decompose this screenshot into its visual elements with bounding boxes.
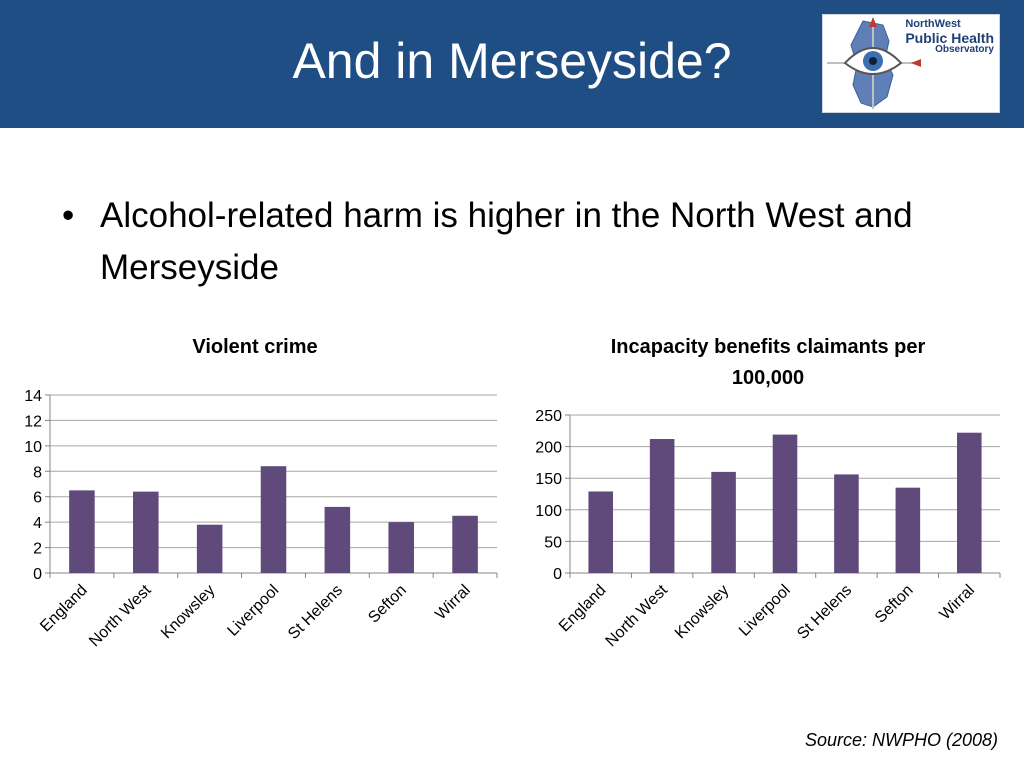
y-tick-label: 0 xyxy=(33,566,42,583)
y-tick-label: 2 xyxy=(33,541,42,558)
x-tick-label: Knowsley xyxy=(672,582,732,642)
y-tick-label: 50 xyxy=(544,534,562,551)
x-tick-label: North West xyxy=(603,581,672,650)
bar-knowsley xyxy=(711,471,736,573)
bar-liverpool xyxy=(260,466,287,573)
y-tick-label: 14 xyxy=(24,388,42,405)
x-tick-label: Wirral xyxy=(937,582,979,624)
bar-wirral xyxy=(452,515,478,573)
x-tick-label: St Helens xyxy=(794,582,855,643)
bar-england xyxy=(588,491,613,573)
x-tick-label: Knowsley xyxy=(158,582,218,642)
bar-knowsley xyxy=(196,524,223,573)
x-tick-label: England xyxy=(37,582,91,636)
bar-england xyxy=(69,490,95,573)
y-tick-label: 100 xyxy=(535,503,562,520)
nwpho-logo: NorthWest Public Health Observatory xyxy=(822,14,1000,113)
bar-sefton xyxy=(388,522,414,573)
bar-liverpool xyxy=(772,434,798,573)
y-tick-label: 12 xyxy=(24,413,42,430)
bar-wirral xyxy=(957,432,982,573)
logo-line-1: NorthWest xyxy=(905,18,961,30)
x-tick-label: Liverpool xyxy=(224,582,282,640)
y-tick-label: 0 xyxy=(553,566,562,583)
x-tick-label: Sefton xyxy=(872,582,917,627)
logo-eye-icon xyxy=(827,17,921,109)
logo-line-2: Public Health xyxy=(905,29,994,46)
bullet-text: Alcohol-related harm is higher in the No… xyxy=(100,196,913,287)
y-tick-label: 200 xyxy=(535,440,562,457)
bar-st-helens xyxy=(834,474,859,573)
x-tick-label: Liverpool xyxy=(736,582,794,640)
x-tick-label: Sefton xyxy=(365,582,410,627)
bar-st-helens xyxy=(324,506,351,573)
x-tick-label: St Helens xyxy=(285,582,346,643)
chart-1-title: Violent crime xyxy=(192,336,318,358)
x-tick-label: North West xyxy=(86,581,155,650)
y-tick-label: 250 xyxy=(535,408,562,425)
bullet-point: • Alcohol-related harm is higher in the … xyxy=(62,190,962,294)
y-tick-label: 10 xyxy=(24,439,42,456)
bar-north-west xyxy=(649,439,675,573)
y-tick-label: 4 xyxy=(33,515,42,532)
bar-north-west xyxy=(133,491,159,573)
slide-title: And in Merseyside? xyxy=(292,33,732,89)
bar-sefton xyxy=(895,487,921,573)
source-note: Source: NWPHO (2008) xyxy=(804,730,998,750)
logo-line-3: Observatory xyxy=(935,44,994,56)
x-tick-label: England xyxy=(556,582,610,636)
y-tick-label: 150 xyxy=(535,471,562,488)
chart-2-title: Incapacity benefits claimants per 100,00… xyxy=(610,336,926,389)
bullet-dot: • xyxy=(62,196,75,235)
x-tick-label: Wirral xyxy=(432,582,474,624)
y-tick-label: 6 xyxy=(33,490,42,507)
y-tick-label: 8 xyxy=(33,464,42,481)
